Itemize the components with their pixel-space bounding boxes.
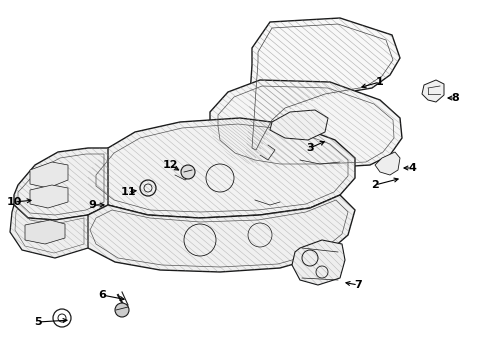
- Text: 5: 5: [34, 317, 42, 327]
- Polygon shape: [210, 80, 402, 168]
- Polygon shape: [210, 80, 402, 168]
- Polygon shape: [245, 18, 400, 165]
- Polygon shape: [292, 240, 345, 285]
- Text: 11: 11: [120, 187, 136, 197]
- Polygon shape: [25, 220, 65, 244]
- Polygon shape: [14, 148, 108, 220]
- Polygon shape: [10, 205, 88, 258]
- Polygon shape: [245, 18, 400, 165]
- Circle shape: [181, 165, 195, 179]
- Polygon shape: [14, 148, 108, 220]
- Polygon shape: [422, 80, 444, 102]
- Polygon shape: [10, 205, 88, 258]
- Polygon shape: [88, 118, 355, 218]
- Polygon shape: [88, 118, 355, 218]
- Text: 8: 8: [451, 93, 459, 103]
- Polygon shape: [375, 152, 400, 175]
- Text: 6: 6: [98, 290, 106, 300]
- Polygon shape: [270, 110, 328, 140]
- Polygon shape: [82, 195, 355, 272]
- Text: 1: 1: [376, 77, 384, 87]
- Polygon shape: [270, 110, 328, 140]
- Text: 12: 12: [162, 160, 178, 170]
- Polygon shape: [82, 195, 355, 272]
- Text: 3: 3: [306, 143, 314, 153]
- Polygon shape: [292, 240, 345, 285]
- Text: 10: 10: [6, 197, 22, 207]
- Text: 2: 2: [371, 180, 379, 190]
- Circle shape: [115, 303, 129, 317]
- Polygon shape: [30, 162, 68, 188]
- Polygon shape: [30, 185, 68, 208]
- Text: 7: 7: [354, 280, 362, 290]
- Text: 4: 4: [408, 163, 416, 173]
- Text: 9: 9: [88, 200, 96, 210]
